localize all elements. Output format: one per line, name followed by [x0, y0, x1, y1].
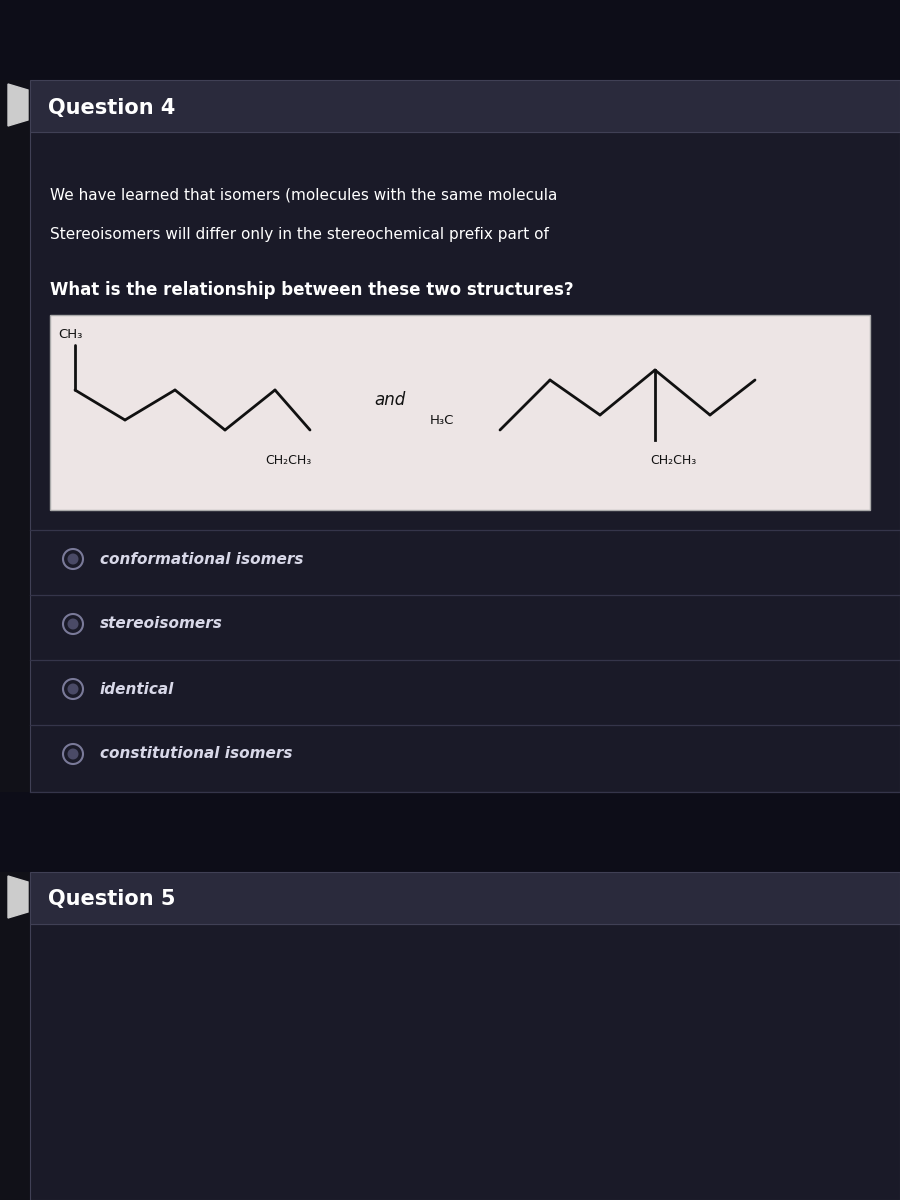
Text: conformational isomers: conformational isomers — [100, 552, 303, 566]
Circle shape — [63, 744, 83, 764]
Bar — [50, 314, 870, 510]
Bar — [30, 132, 900, 792]
Text: CH₂CH₃: CH₂CH₃ — [650, 454, 697, 467]
Circle shape — [68, 684, 78, 695]
Text: identical: identical — [100, 682, 175, 696]
Circle shape — [68, 749, 78, 760]
Circle shape — [63, 679, 83, 698]
Circle shape — [68, 553, 78, 564]
Text: and: and — [374, 391, 406, 409]
Text: Question 5: Question 5 — [48, 889, 176, 910]
Text: CH₂CH₃: CH₂CH₃ — [265, 454, 311, 467]
Circle shape — [63, 550, 83, 569]
Bar — [30, 924, 900, 1200]
Polygon shape — [8, 84, 28, 126]
Text: Question 4: Question 4 — [48, 98, 176, 118]
Polygon shape — [8, 876, 28, 918]
Circle shape — [68, 618, 78, 630]
Text: We have learned that isomers (molecules with the same molecula: We have learned that isomers (molecules … — [50, 187, 557, 203]
Bar — [30, 872, 900, 924]
Bar — [30, 80, 900, 132]
Bar — [0, 792, 900, 872]
Text: constitutional isomers: constitutional isomers — [100, 746, 292, 762]
Text: Stereoisomers will differ only in the stereochemical prefix part of: Stereoisomers will differ only in the st… — [50, 228, 549, 242]
Text: CH₃: CH₃ — [58, 329, 83, 342]
Text: stereoisomers: stereoisomers — [100, 617, 223, 631]
Text: H₃C: H₃C — [430, 414, 454, 426]
Bar — [0, 0, 900, 80]
Text: What is the relationship between these two structures?: What is the relationship between these t… — [50, 281, 573, 299]
Circle shape — [63, 614, 83, 634]
